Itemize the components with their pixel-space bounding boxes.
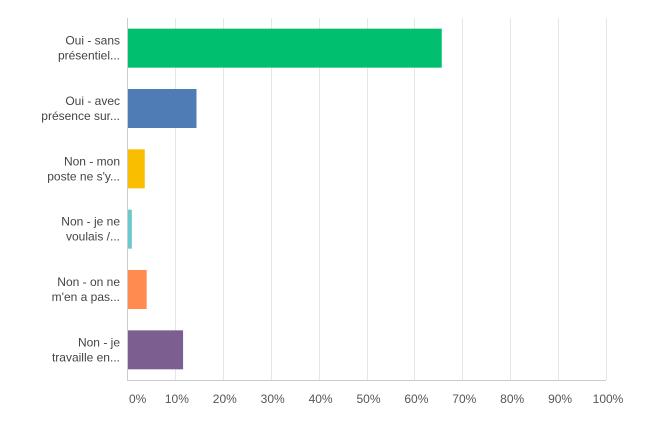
- bar-2[interactable]: [128, 149, 145, 189]
- x-tick-label-50: 50%: [356, 392, 380, 406]
- bars: [128, 28, 442, 370]
- category-label-4-line-0: Non - on ne: [57, 275, 120, 289]
- category-label-5-line-0: Non - je: [78, 335, 120, 349]
- category-label-1-line-1: présence sur...: [41, 109, 120, 123]
- bar-3[interactable]: [128, 209, 132, 249]
- axes: [127, 18, 606, 381]
- x-tick-label-60: 60%: [404, 392, 428, 406]
- bar-0[interactable]: [128, 28, 442, 68]
- bar-4[interactable]: [128, 270, 147, 309]
- x-tick-label-100: 100%: [593, 392, 624, 406]
- x-tick-label-30: 30%: [261, 392, 285, 406]
- bar-1[interactable]: [128, 89, 197, 128]
- tick-labels: 0% 10% 20% 30% 40% 50% 60% 70% 80% 90% 100%: [129, 392, 624, 406]
- category-label-2-line-1: poste ne s'y...: [47, 169, 120, 183]
- category-label-5-line-1: travaille en...: [52, 350, 120, 364]
- category-label-0-line-1: présentiel...: [58, 49, 120, 63]
- x-tick-label-20: 20%: [213, 392, 237, 406]
- x-tick-label-0: 0%: [129, 392, 147, 406]
- category-label-1-line-0: Oui - avec: [65, 94, 120, 108]
- category-label-4-line-1: m'en a pas...: [52, 290, 120, 304]
- category-label-2-line-0: Non - mon: [64, 154, 120, 168]
- x-tick-label-40: 40%: [309, 392, 333, 406]
- gridlines: [175, 18, 607, 380]
- x-tick-label-10: 10%: [165, 392, 189, 406]
- category-label-3-line-1: voulais /...: [66, 230, 120, 244]
- x-tick-label-70: 70%: [452, 392, 476, 406]
- category-label-0-line-0: Oui - sans: [65, 34, 120, 48]
- category-label-3-line-0: Non - je ne: [61, 215, 120, 229]
- x-tick-label-90: 90%: [548, 392, 572, 406]
- x-tick-label-80: 80%: [500, 392, 524, 406]
- bar-5[interactable]: [128, 330, 184, 370]
